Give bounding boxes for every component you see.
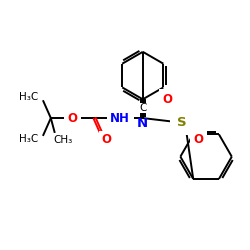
Text: N: N [137,116,148,130]
Text: S: S [176,116,186,128]
Text: O: O [162,93,172,106]
Text: H₃C: H₃C [20,92,39,102]
Text: O: O [193,133,203,146]
Text: CH₃: CH₃ [53,135,72,145]
Text: C: C [139,103,146,113]
Text: H₃C: H₃C [20,134,39,144]
Text: O: O [68,112,78,124]
Text: NH: NH [110,112,130,124]
Text: O: O [101,133,111,146]
